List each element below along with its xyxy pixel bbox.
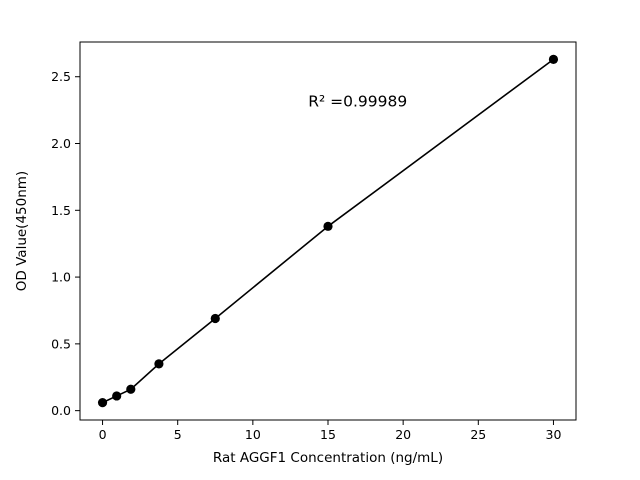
y-tick-label: 2.5 [51, 69, 71, 84]
r-squared-annotation: R² =0.99989 [308, 92, 407, 110]
x-tick-label: 15 [320, 427, 336, 442]
data-point [548, 54, 559, 64]
fit-line [101, 58, 555, 404]
x-axis: 0 5 10 15 20 25 30 [99, 420, 562, 442]
data-point [112, 391, 122, 401]
data-point [126, 384, 136, 394]
data-point [97, 398, 108, 408]
data-points [97, 54, 559, 408]
x-tick-label: 25 [470, 427, 486, 442]
data-point [210, 313, 220, 324]
x-tick-label: 0 [99, 427, 107, 442]
y-tick-label: 2.0 [51, 136, 71, 151]
data-point [323, 221, 333, 231]
y-tick-label: 1.0 [51, 270, 71, 285]
x-tick-label: 10 [245, 427, 261, 442]
x-tick-label: 20 [395, 427, 411, 442]
y-axis: 0.0 0.5 1.0 1.5 2.0 2.5 [51, 69, 80, 418]
x-axis-label: Rat AGGF1 Concentration (ng/mL) [213, 450, 443, 466]
data-point [154, 359, 164, 369]
y-tick-label: 0.5 [51, 336, 71, 351]
x-tick-label: 30 [546, 427, 562, 442]
y-tick-label: 0.0 [51, 403, 71, 418]
y-axis-label: OD Value(450nm) [14, 171, 30, 291]
x-tick-label: 5 [174, 427, 182, 442]
y-tick-label: 1.5 [51, 203, 71, 218]
